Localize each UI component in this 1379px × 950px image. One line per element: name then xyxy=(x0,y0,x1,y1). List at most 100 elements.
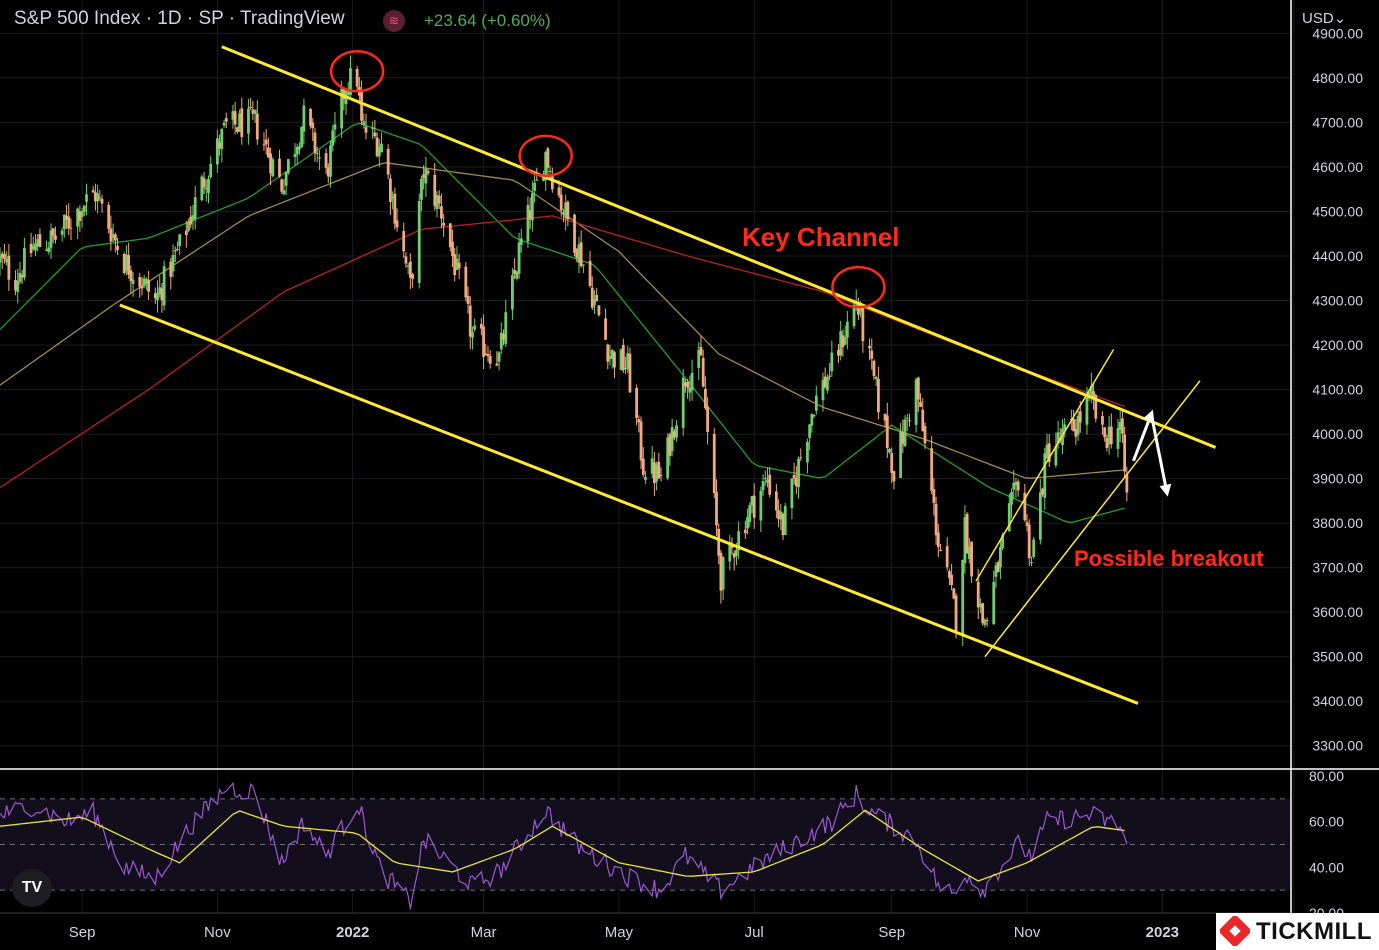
candle-171 xyxy=(528,197,532,229)
candle-body xyxy=(1016,481,1020,491)
candle-257 xyxy=(794,466,798,494)
tradingview-logo-icon[interactable]: TV xyxy=(12,869,52,907)
candle-337 xyxy=(1043,447,1047,510)
candle-312 xyxy=(965,512,969,554)
candle-body xyxy=(970,541,973,577)
candle-21 xyxy=(62,214,66,238)
candle-307 xyxy=(950,563,954,591)
candle-233 xyxy=(719,549,723,604)
candle-body xyxy=(872,360,876,377)
candle-48 xyxy=(145,277,148,291)
candle-173 xyxy=(533,175,536,203)
candle-body xyxy=(868,345,871,349)
breakout-arrow-0 xyxy=(1132,409,1155,462)
channel-line-2 xyxy=(975,349,1115,582)
candle-331 xyxy=(1025,514,1029,532)
price-tick-label: 3900.00 xyxy=(1312,471,1363,487)
candle-body xyxy=(435,194,439,209)
candle-172 xyxy=(530,181,534,232)
candle-251 xyxy=(777,499,780,528)
candle-body xyxy=(1030,562,1033,564)
candle-body xyxy=(945,546,949,568)
candle-body xyxy=(1107,426,1111,445)
candle-body xyxy=(333,124,337,130)
candle-228 xyxy=(703,376,707,411)
candle-body xyxy=(466,295,470,304)
candle-body xyxy=(1116,428,1120,449)
candle-body xyxy=(278,158,281,177)
candle-body xyxy=(1025,522,1029,527)
candle-54 xyxy=(162,260,166,311)
candle-127 xyxy=(391,191,395,210)
candle-162 xyxy=(499,322,503,354)
candle-body xyxy=(488,355,492,364)
candle-1 xyxy=(0,251,4,270)
candle-body xyxy=(158,287,162,294)
candle-body xyxy=(255,113,259,140)
candle-60 xyxy=(184,220,188,248)
candle-47 xyxy=(142,274,146,289)
candle-165 xyxy=(511,267,514,320)
candle-132 xyxy=(406,262,410,275)
candle-63 xyxy=(191,204,195,230)
candle-body xyxy=(54,235,57,240)
candle-body xyxy=(619,349,623,371)
candle-body xyxy=(420,178,423,200)
candle-body xyxy=(20,275,24,278)
candle-body xyxy=(342,89,346,100)
candle-body xyxy=(821,379,825,401)
candle-17 xyxy=(49,223,53,260)
price-tick-label: 3700.00 xyxy=(1312,560,1363,576)
candle-body xyxy=(122,253,126,274)
candle-body xyxy=(783,506,787,536)
candle-168 xyxy=(517,232,521,279)
candle-326 xyxy=(1010,488,1013,518)
candle-body xyxy=(668,434,672,456)
candle-190 xyxy=(588,251,592,288)
candle-body xyxy=(877,378,880,413)
candle-195 xyxy=(604,308,607,340)
candle-body xyxy=(300,127,304,148)
indicator-wave-icon[interactable]: ≋ xyxy=(383,10,405,32)
candle-body xyxy=(859,306,863,312)
candle-body xyxy=(899,431,902,478)
candle-body xyxy=(963,517,967,564)
candle-body xyxy=(808,424,812,438)
candle-body xyxy=(1043,453,1047,498)
candle-body xyxy=(495,363,499,366)
price-change: +23.64 (+0.60%) xyxy=(424,11,551,30)
candle-body xyxy=(62,214,66,230)
candle-163 xyxy=(502,329,505,346)
candle-243 xyxy=(750,495,754,514)
candle-177 xyxy=(546,146,550,175)
candle-2 xyxy=(3,243,6,264)
candle-body xyxy=(670,427,674,452)
candle-160 xyxy=(495,351,499,367)
candle-body xyxy=(7,255,11,280)
candle-body xyxy=(448,223,452,248)
candle-119 xyxy=(364,113,368,140)
candle-body xyxy=(23,247,26,278)
candle-body xyxy=(644,477,647,480)
candle-body xyxy=(759,490,763,521)
candle-body xyxy=(315,153,319,155)
candle-body xyxy=(983,619,987,625)
price-tick-label: 4200.00 xyxy=(1312,337,1363,353)
candle-105 xyxy=(324,148,328,175)
candle-231 xyxy=(715,479,718,537)
candle-362 xyxy=(1121,409,1124,443)
currency-selector[interactable]: USD⌄ xyxy=(1302,10,1347,27)
candle-184 xyxy=(566,200,570,227)
candle-body xyxy=(781,513,785,536)
candle-339 xyxy=(1047,434,1051,467)
candle-33 xyxy=(98,189,102,202)
candle-31 xyxy=(93,183,97,211)
time-tick-label: Sep xyxy=(69,924,96,941)
candle-body xyxy=(967,546,971,559)
candle-30 xyxy=(91,186,95,193)
candle-body xyxy=(546,148,550,168)
candle-body xyxy=(326,167,330,177)
candle-body xyxy=(641,458,645,475)
candle-288 xyxy=(890,447,894,484)
